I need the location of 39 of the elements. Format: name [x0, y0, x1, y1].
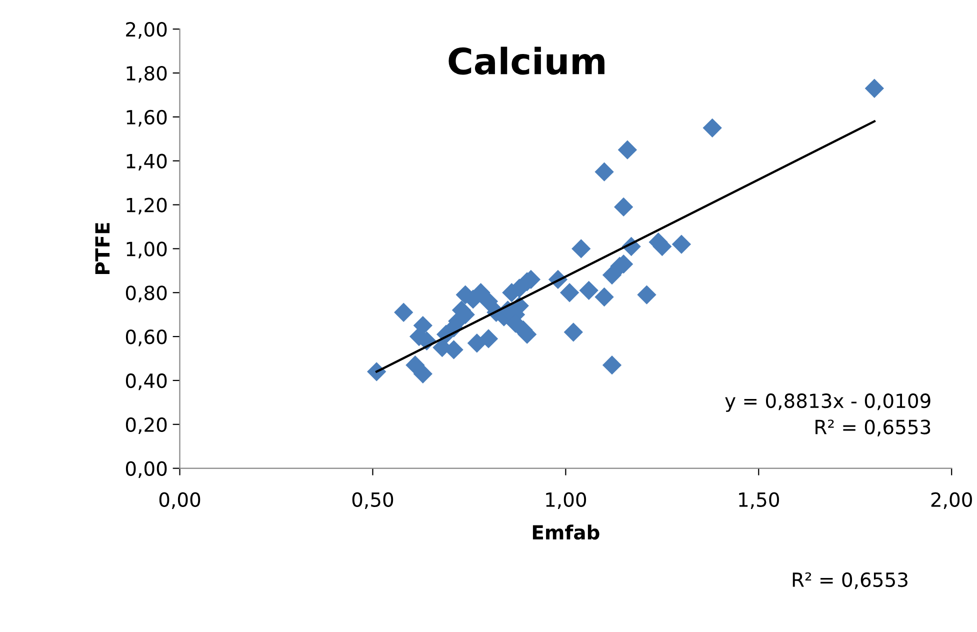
- point: [702, 118, 722, 138]
- point: [602, 356, 622, 375]
- x-tick-label: 0,50: [352, 492, 394, 509]
- y-tick-label: 2,00: [126, 22, 167, 39]
- point: [579, 280, 598, 300]
- y-tick-label: 1,80: [126, 66, 167, 83]
- x-tick-label: 0,00: [159, 492, 200, 509]
- x-axis-title: Emfab: [532, 524, 600, 540]
- y-tick-label: 1,20: [126, 198, 167, 214]
- chart-title: Calcium: [448, 46, 604, 75]
- y-tick-label: 1,40: [126, 154, 167, 170]
- point: [864, 78, 884, 98]
- y-tick-label: 0,00: [126, 461, 167, 478]
- y-tick-label: 0,80: [126, 286, 167, 302]
- y-tick-label: 1,00: [126, 242, 167, 258]
- point: [637, 285, 656, 304]
- annotation: y = 0,8813x - 0,0109 R² = 0,6553: [725, 393, 930, 436]
- y-tick-label: 0,20: [126, 417, 167, 434]
- point: [594, 287, 614, 307]
- x-tick-label: 2,00: [931, 492, 972, 509]
- y-tick-label: 0,40: [126, 373, 167, 390]
- y-tick-label: 1,60: [126, 110, 167, 127]
- x-tick-label: 1,00: [546, 492, 586, 509]
- point: [614, 197, 634, 217]
- y-axis-title: PTFE: [95, 223, 110, 274]
- point: [413, 364, 432, 384]
- point: [672, 234, 692, 254]
- text: R² = 0,6553: [792, 572, 908, 590]
- point: [618, 140, 637, 160]
- point: [564, 322, 583, 342]
- point: [467, 334, 486, 353]
- y-tick-label: 0,60: [126, 329, 167, 346]
- point: [572, 239, 591, 258]
- point: [594, 162, 614, 182]
- x-tick-label: 1,50: [739, 492, 779, 509]
- point: [560, 283, 580, 302]
- point: [394, 302, 414, 322]
- point: [478, 292, 498, 311]
- point: [478, 329, 498, 348]
